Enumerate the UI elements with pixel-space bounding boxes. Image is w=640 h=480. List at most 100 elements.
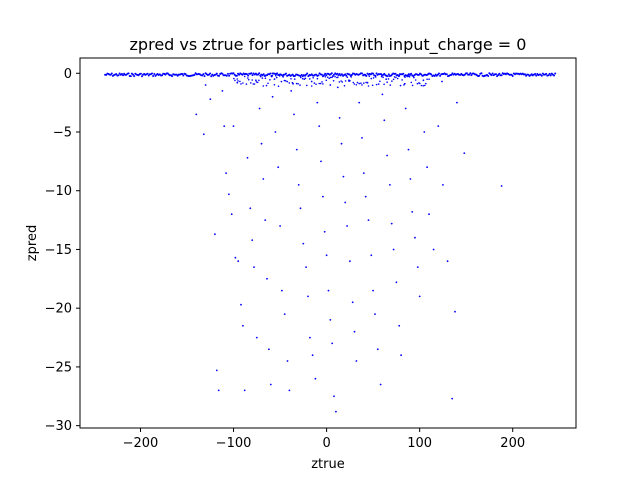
data-point — [367, 219, 370, 222]
data-point — [304, 77, 307, 80]
data-point — [352, 81, 355, 84]
data-point — [271, 75, 274, 77]
data-point — [372, 77, 375, 79]
data-point — [364, 74, 367, 77]
data-point — [333, 395, 335, 398]
data-point — [465, 72, 468, 75]
data-point — [250, 72, 253, 75]
y-tick-label: −5 — [53, 126, 72, 141]
data-point — [245, 73, 248, 76]
data-point — [330, 72, 333, 75]
data-point — [255, 79, 257, 82]
data-point — [314, 377, 317, 380]
data-point — [253, 266, 255, 268]
data-point — [400, 354, 402, 357]
data-point — [372, 72, 375, 75]
data-point — [344, 201, 347, 204]
data-point — [433, 75, 436, 77]
data-point — [375, 83, 378, 86]
data-point — [239, 80, 241, 83]
y-tick-label: −20 — [45, 302, 72, 317]
data-point — [368, 75, 371, 77]
data-point — [416, 82, 419, 85]
data-point — [269, 383, 272, 386]
data-point — [288, 389, 291, 392]
data-point — [422, 79, 425, 82]
data-point — [214, 233, 216, 236]
data-point — [299, 84, 301, 86]
data-point — [117, 74, 120, 77]
data-point — [297, 184, 300, 186]
data-point — [295, 148, 298, 151]
data-point — [334, 75, 336, 78]
chart-title: zpred vs ztrue for particles with input_… — [130, 35, 527, 55]
data-point — [246, 156, 249, 159]
data-point — [540, 74, 543, 77]
data-point — [370, 77, 373, 80]
data-point — [338, 73, 341, 75]
data-point — [402, 72, 405, 75]
data-point — [294, 74, 296, 77]
data-point — [438, 72, 440, 75]
data-point — [379, 383, 382, 386]
data-point — [319, 82, 322, 85]
data-point — [370, 254, 373, 257]
data-point — [277, 85, 280, 87]
data-point — [110, 72, 113, 75]
data-point — [262, 178, 265, 180]
data-point — [340, 80, 342, 82]
data-point — [439, 74, 442, 77]
data-point — [414, 236, 416, 239]
data-point — [323, 230, 326, 233]
data-point — [261, 77, 264, 79]
data-point — [318, 125, 321, 127]
data-point — [182, 74, 185, 77]
data-point — [362, 172, 365, 175]
data-point — [346, 76, 349, 78]
data-point — [469, 72, 472, 75]
data-point — [428, 213, 430, 216]
data-point — [403, 84, 405, 86]
data-point — [500, 185, 503, 187]
data-point — [240, 83, 242, 85]
data-point — [545, 72, 548, 75]
data-point — [372, 289, 374, 292]
data-point — [336, 72, 339, 75]
data-point — [535, 74, 538, 77]
data-point — [181, 73, 184, 75]
data-point — [410, 72, 413, 75]
data-point — [344, 80, 347, 82]
data-point — [228, 74, 231, 77]
data-point — [428, 78, 430, 80]
data-point — [133, 75, 136, 78]
data-point — [307, 295, 309, 298]
data-point — [293, 78, 296, 80]
data-point — [358, 82, 361, 85]
data-point — [430, 73, 433, 76]
data-point — [410, 81, 413, 84]
data-point — [407, 148, 410, 151]
data-point — [320, 73, 323, 76]
data-point — [317, 74, 320, 77]
data-point — [409, 178, 412, 180]
data-point — [291, 81, 294, 84]
data-point — [152, 75, 155, 77]
data-point — [236, 81, 239, 84]
data-point — [171, 75, 174, 78]
data-point — [306, 84, 308, 87]
data-point — [377, 83, 380, 85]
data-point — [478, 74, 481, 77]
data-point — [273, 78, 276, 80]
data-point — [245, 83, 248, 85]
data-point — [308, 74, 310, 77]
plot-frame — [79, 57, 577, 429]
data-point — [355, 360, 358, 362]
data-point — [251, 239, 254, 242]
data-point — [209, 98, 212, 100]
data-point — [487, 75, 490, 77]
data-point — [326, 76, 329, 78]
data-point — [279, 225, 281, 227]
data-point — [253, 83, 256, 85]
data-point — [258, 79, 260, 82]
data-point — [381, 93, 384, 96]
